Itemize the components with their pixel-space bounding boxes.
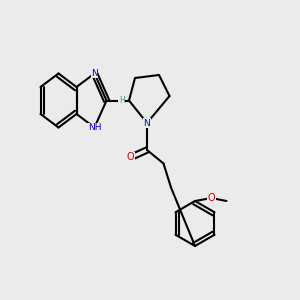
Text: O: O xyxy=(127,152,134,163)
Text: H: H xyxy=(119,96,124,105)
Text: N: N xyxy=(91,69,98,78)
Text: NH: NH xyxy=(88,123,101,132)
Text: O: O xyxy=(208,193,215,203)
Text: N: N xyxy=(144,118,150,127)
